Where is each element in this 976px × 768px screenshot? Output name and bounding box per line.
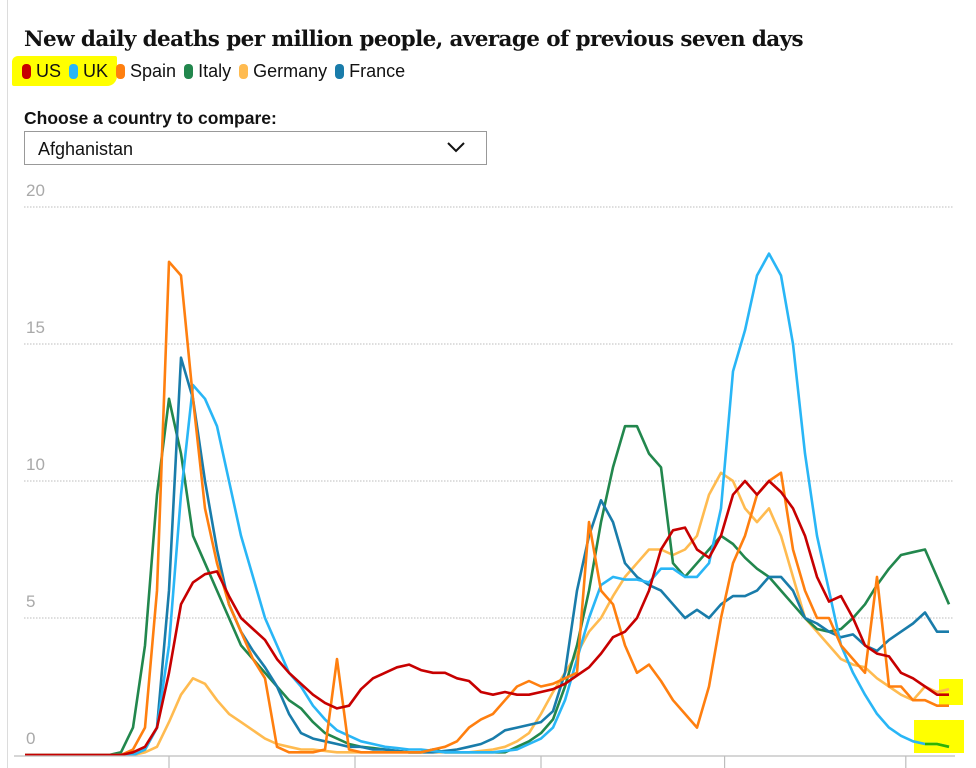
left-border <box>7 0 8 768</box>
legend-label-germany: Germany <box>253 61 328 81</box>
highlight-us-end <box>939 679 963 705</box>
legend-item-italy[interactable]: Italy <box>184 61 231 82</box>
legend-swatch-us <box>22 64 31 79</box>
legend-swatch-germany <box>239 64 249 79</box>
gridlines <box>24 206 953 619</box>
legend-item-france[interactable]: France <box>335 61 405 82</box>
chart-title: New daily deaths per million people, ave… <box>24 27 804 52</box>
compare-label: Choose a country to compare: <box>24 108 277 128</box>
legend-swatch-spain <box>116 64 126 79</box>
highlight-uk-end <box>914 720 964 753</box>
legend-swatch-uk <box>69 64 79 79</box>
legend-label-us: US <box>36 61 62 81</box>
legend-swatch-italy <box>184 64 194 79</box>
y-tick-label: 5 <box>26 592 35 611</box>
end-highlights <box>914 679 964 753</box>
y-tick-label: 0 <box>26 729 35 748</box>
y-tick-label: 10 <box>26 455 45 474</box>
country-select-value: Afghanistan <box>38 139 134 159</box>
series-line-us <box>25 479 949 757</box>
series-lines <box>25 252 951 757</box>
y-tick-label: 15 <box>26 318 45 337</box>
legend-label-france: France <box>349 61 406 81</box>
legend-item-germany[interactable]: Germany <box>239 61 327 82</box>
series-line-spain <box>25 260 949 757</box>
legend-swatch-france <box>335 64 345 79</box>
series-line-germany <box>25 471 950 757</box>
chevron-down-icon <box>447 142 465 153</box>
legend: US UK Spain Italy Germany France <box>22 61 413 82</box>
legend-item-spain[interactable]: Spain <box>116 61 176 82</box>
series-line-uk <box>25 252 950 757</box>
series-line-france <box>25 356 949 757</box>
legend-label-italy: Italy <box>198 61 232 81</box>
country-select[interactable]: Afghanistan <box>24 131 487 165</box>
y-axis-ticks: 0 5 10 15 20 <box>26 181 45 748</box>
series-line-uk-highlighted-tail <box>925 742 950 749</box>
legend-item-us[interactable]: US <box>22 61 61 82</box>
legend-label-uk: UK <box>83 61 109 81</box>
legend-label-spain: Spain <box>130 61 177 81</box>
legend-item-uk[interactable]: UK <box>69 61 108 82</box>
y-tick-label: 20 <box>26 181 45 200</box>
x-axis <box>14 755 955 768</box>
